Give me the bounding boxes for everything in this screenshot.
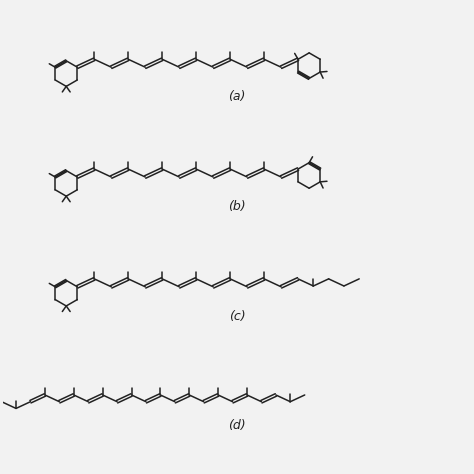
Text: (c): (c) (228, 310, 246, 323)
Text: (a): (a) (228, 90, 246, 103)
Text: (b): (b) (228, 200, 246, 213)
Text: (d): (d) (228, 419, 246, 432)
